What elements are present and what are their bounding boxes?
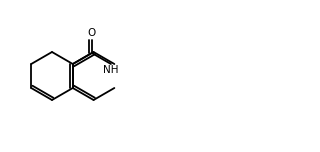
Text: NH: NH bbox=[103, 65, 119, 75]
Text: O: O bbox=[88, 28, 96, 38]
